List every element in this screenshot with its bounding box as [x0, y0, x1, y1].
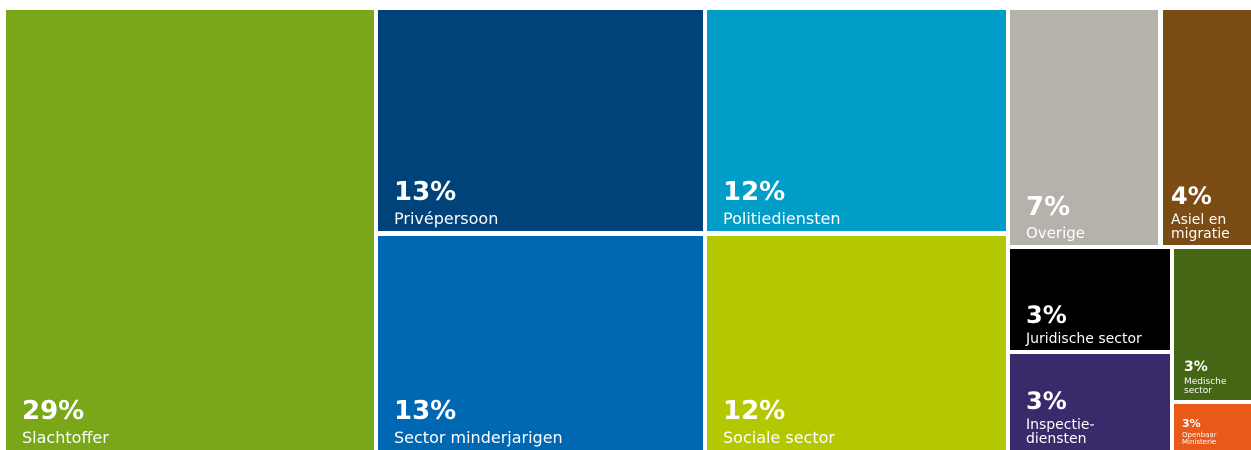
tile-label: 3% Openbaar Ministerie — [1174, 418, 1251, 446]
tile: 12% Sociale sector — [707, 236, 1006, 450]
category-label: Overige — [1026, 224, 1085, 242]
tile-label: 12% Sociale sector — [707, 395, 1006, 447]
category-label: Openbaar Ministerie — [1182, 431, 1217, 446]
tile-label: 3% Inspectie- diensten — [1010, 386, 1170, 447]
tile-label: 13% Privépersoon — [378, 176, 703, 228]
value-label: 13% — [394, 176, 457, 207]
tile: 3% Inspectie- diensten — [1010, 354, 1170, 450]
value-label: 12% — [723, 395, 786, 426]
value-label: 3% — [1182, 417, 1201, 431]
category-label: Sociale sector — [723, 428, 835, 447]
tile-label: 12% Politiediensten — [707, 176, 1006, 228]
tile: 3% Juridische sector — [1010, 249, 1170, 350]
category-label: Sector minderjarigen — [394, 428, 563, 447]
category-label: Privépersoon — [394, 209, 499, 228]
tile-label: 13% Sector minderjarigen — [378, 395, 703, 447]
value-label: 13% — [394, 395, 457, 426]
tile-label: 3% Medische sector — [1174, 360, 1251, 396]
tile: 12% Politiediensten — [707, 10, 1006, 231]
tile-label: 4% Asiel en migratie — [1163, 181, 1251, 242]
value-label: 29% — [22, 395, 85, 426]
tile: 3% Openbaar Ministerie — [1174, 404, 1251, 450]
tile: 29% Slachtoffer — [6, 10, 374, 450]
value-label: 7% — [1026, 191, 1071, 222]
value-label: 12% — [723, 176, 786, 207]
tile: 13% Privépersoon — [378, 10, 703, 231]
tile-label: 29% Slachtoffer — [6, 395, 374, 447]
category-label: Juridische sector — [1026, 331, 1142, 347]
tile: 7% Overige — [1010, 10, 1158, 245]
value-label: 4% — [1171, 181, 1212, 210]
value-label: 3% — [1026, 386, 1067, 415]
category-label: Inspectie- diensten — [1026, 417, 1095, 447]
category-label: Medische sector — [1184, 377, 1227, 396]
tile: 3% Medische sector — [1174, 249, 1251, 400]
category-label: Politiediensten — [723, 209, 841, 228]
value-label: 3% — [1184, 359, 1208, 376]
tile: 13% Sector minderjarigen — [378, 236, 703, 450]
value-label: 3% — [1026, 300, 1067, 329]
category-label: Asiel en migratie — [1171, 212, 1230, 242]
tile-label: 7% Overige — [1010, 191, 1158, 242]
tile-label: 3% Juridische sector — [1010, 300, 1170, 347]
category-label: Slachtoffer — [22, 428, 109, 447]
tile: 4% Asiel en migratie — [1163, 10, 1251, 245]
